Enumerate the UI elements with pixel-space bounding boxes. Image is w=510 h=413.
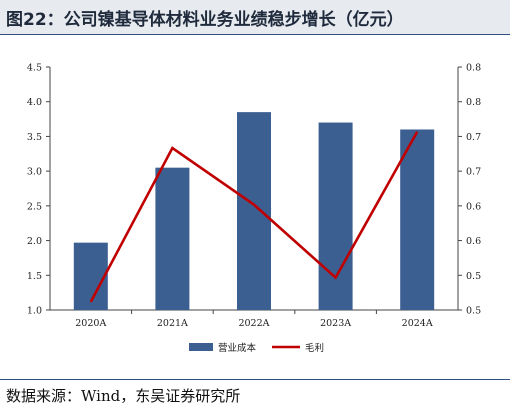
bar [73,242,108,310]
y-tick-label-right: 0.6 [466,236,481,247]
source-note: 数据来源：Wind，东吴证券研究所 [6,387,241,405]
figure-title: 图22：公司镍基导体材料业务业绩稳步增长（亿元） [6,10,404,30]
x-tick-label: 2021A [157,318,188,329]
y-tick-label-left: 1.0 [27,306,42,317]
y-tick-label-left: 2.0 [27,236,42,247]
y-tick-label-left: 3.5 [27,132,42,143]
x-tick-label: 2024A [402,318,433,329]
y-tick-label-left: 4.5 [27,63,42,74]
y-tick-label-left: 4.0 [27,97,42,108]
x-tick-label: 2023A [320,318,351,329]
x-tick-label: 2022A [238,318,269,329]
y-tick-label-right: 0.7 [466,132,481,143]
x-tick-label: 2020A [75,318,106,329]
legend: 营业成本 毛利 [189,342,324,354]
y-tick-label-right: 0.5 [466,306,481,317]
legend-label-line: 毛利 [305,342,324,354]
y-tick-label-right: 0.5 [466,271,481,282]
line-series [89,131,419,303]
y-tick-label-left: 3.0 [27,167,42,178]
bar [400,129,435,310]
legend-swatch-bar [189,343,213,351]
y-tick-label-right: 0.8 [466,97,481,108]
y-tick-label-left: 2.5 [27,201,42,212]
bar [155,167,190,310]
bar [237,112,271,310]
legend-label-bar: 营业成本 [218,342,257,354]
y-tick-label-left: 1.5 [27,271,42,282]
plot-area: 1.0 1.5 2.0 2.5 3.0 3.5 4.0 4.5 0.5 0.5 0.6 0.6 0.7 0… [27,63,481,330]
bar [318,122,353,311]
source-rule [0,379,510,380]
y-tick-label-right: 0.8 [466,63,481,74]
title-bar [0,0,510,35]
chart: 1.0 1.5 2.0 2.5 3.0 3.5 4.0 4.5 0.5 0.5 0.6 0.6 0.7 0… [27,63,481,355]
y-tick-label-right: 0.6 [466,201,481,212]
y-tick-label-right: 0.7 [466,167,481,178]
